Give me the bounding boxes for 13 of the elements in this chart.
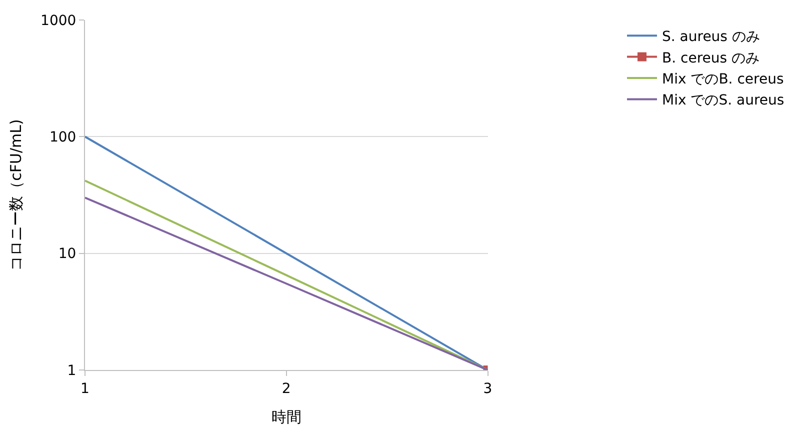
legend-label: B. cereus のみ xyxy=(662,50,760,66)
x-tick-label: 1 xyxy=(80,380,90,397)
y-tick-label: 10 xyxy=(58,246,76,262)
y-tick-label: 100 xyxy=(49,130,76,146)
y-axis-title: コロニー数（cFU/mL) xyxy=(6,119,25,271)
legend-label: Mix でのB. cereus xyxy=(662,71,784,88)
x-tick-label: 3 xyxy=(483,380,492,397)
y-tick-label: 1000 xyxy=(40,12,76,29)
legend-label: S. aureus のみ xyxy=(662,29,760,46)
x-axis-title: 時間 xyxy=(271,408,302,426)
x-tick-label: 2 xyxy=(282,380,291,397)
y-tick-label: 1 xyxy=(67,362,76,379)
legend-label: Mix でのS. aureus xyxy=(662,92,784,109)
